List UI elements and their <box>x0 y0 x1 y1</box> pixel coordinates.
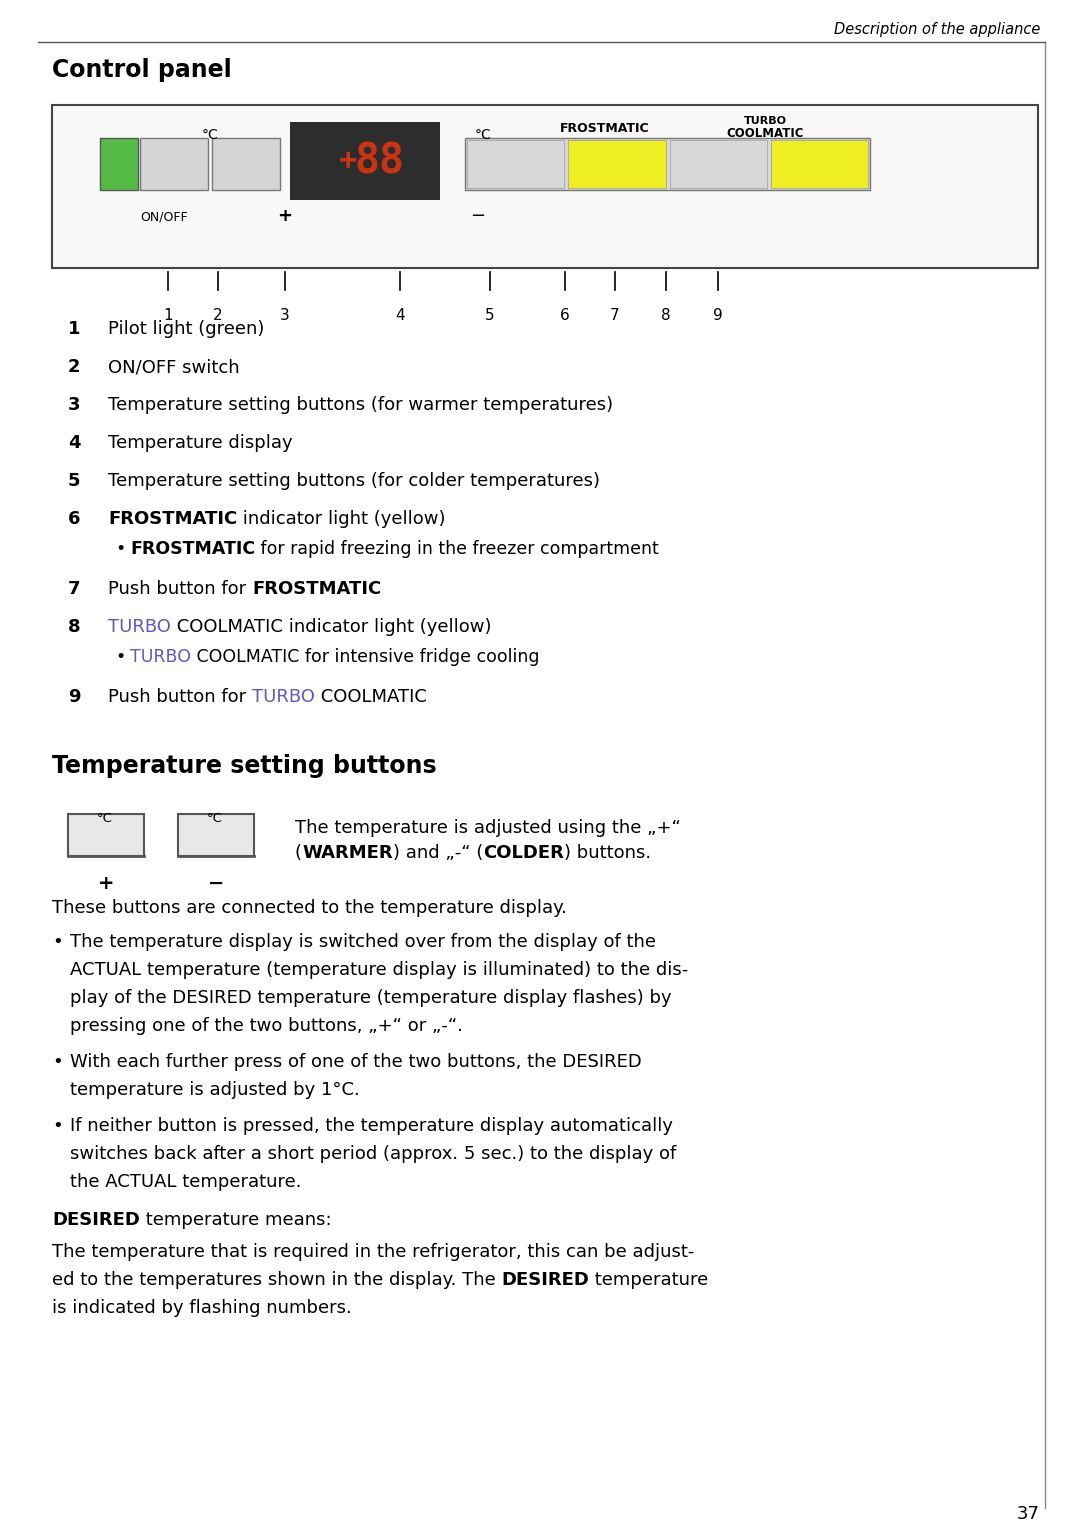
Text: temperature: temperature <box>590 1271 708 1289</box>
Bar <box>467 141 564 188</box>
Text: 88: 88 <box>354 141 404 182</box>
Text: ) buttons.: ) buttons. <box>564 844 651 862</box>
Text: COLDER: COLDER <box>483 844 564 862</box>
Text: FROSTMATIC: FROSTMATIC <box>561 122 650 135</box>
Text: The temperature is adjusted using the „+“: The temperature is adjusted using the „+… <box>295 820 680 836</box>
Text: These buttons are connected to the temperature display.: These buttons are connected to the tempe… <box>52 899 567 917</box>
Bar <box>465 138 870 190</box>
Text: TURBO: TURBO <box>130 648 191 667</box>
Bar <box>291 122 440 200</box>
Text: FROSTMATIC: FROSTMATIC <box>108 511 238 528</box>
Text: ON/OFF switch: ON/OFF switch <box>108 358 240 376</box>
Text: −: − <box>471 206 486 225</box>
Bar <box>212 138 280 190</box>
Text: −: − <box>207 875 225 893</box>
Text: °C: °C <box>202 128 218 142</box>
Text: If neither button is pressed, the temperature display automatically: If neither button is pressed, the temper… <box>70 1118 673 1135</box>
Text: temperature means:: temperature means: <box>140 1211 332 1229</box>
Text: +: + <box>98 875 114 893</box>
Bar <box>771 141 868 188</box>
Text: ACTUAL temperature (temperature display is illuminated) to the dis-: ACTUAL temperature (temperature display … <box>70 962 688 979</box>
Text: Temperature setting buttons (for colder temperatures): Temperature setting buttons (for colder … <box>108 472 600 489</box>
Text: play of the DESIRED temperature (temperature display flashes) by: play of the DESIRED temperature (tempera… <box>70 989 672 1008</box>
Text: 37: 37 <box>1017 1505 1040 1523</box>
Text: ed to the temperatures shown in the display. The: ed to the temperatures shown in the disp… <box>52 1271 501 1289</box>
Text: 8: 8 <box>661 307 671 323</box>
Text: •: • <box>52 933 63 951</box>
Text: The temperature display is switched over from the display of the: The temperature display is switched over… <box>70 933 656 951</box>
Text: temperature is adjusted by 1°C.: temperature is adjusted by 1°C. <box>70 1081 360 1099</box>
Text: 6: 6 <box>561 307 570 323</box>
Text: 2: 2 <box>213 307 222 323</box>
Text: switches back after a short period (approx. 5 sec.) to the display of: switches back after a short period (appr… <box>70 1145 676 1164</box>
Text: •: • <box>116 648 132 667</box>
Text: 9: 9 <box>713 307 723 323</box>
Text: Description of the appliance: Description of the appliance <box>834 21 1040 37</box>
Text: 1: 1 <box>68 320 81 338</box>
Text: 9: 9 <box>68 688 81 706</box>
Text: COOLMATIC for intensive fridge cooling: COOLMATIC for intensive fridge cooling <box>191 648 540 667</box>
Text: DESIRED: DESIRED <box>501 1271 590 1289</box>
Text: The temperature that is required in the refrigerator, this can be adjust-: The temperature that is required in the … <box>52 1243 694 1261</box>
Text: 8: 8 <box>68 618 81 636</box>
Text: indicator light (yellow): indicator light (yellow) <box>283 618 491 636</box>
Text: Temperature display: Temperature display <box>108 434 293 453</box>
Text: FROSTMATIC: FROSTMATIC <box>252 579 381 598</box>
Bar <box>178 813 254 856</box>
Text: With each further press of one of the two buttons, the DESIRED: With each further press of one of the tw… <box>70 1053 642 1070</box>
Text: DESIRED: DESIRED <box>52 1211 140 1229</box>
Text: Temperature setting buttons (for warmer temperatures): Temperature setting buttons (for warmer … <box>108 396 613 414</box>
Text: Control panel: Control panel <box>52 58 232 83</box>
Text: pressing one of the two buttons, „+“ or „-“.: pressing one of the two buttons, „+“ or … <box>70 1017 463 1035</box>
Text: 4: 4 <box>68 434 81 453</box>
Text: 5: 5 <box>485 307 495 323</box>
Text: 7: 7 <box>68 579 81 598</box>
Text: •: • <box>116 540 132 558</box>
FancyBboxPatch shape <box>52 106 1038 268</box>
Text: 5: 5 <box>68 472 81 489</box>
Text: Pilot light (green): Pilot light (green) <box>108 320 265 338</box>
Text: 1: 1 <box>163 307 173 323</box>
Text: TURBO: TURBO <box>252 688 314 706</box>
Text: Temperature setting buttons: Temperature setting buttons <box>52 754 436 778</box>
Text: 6: 6 <box>68 511 81 528</box>
Text: •: • <box>52 1118 63 1135</box>
Text: FROSTMATIC: FROSTMATIC <box>130 540 255 558</box>
Bar <box>670 141 767 188</box>
Text: indicator light (yellow): indicator light (yellow) <box>238 511 446 528</box>
Text: °C: °C <box>207 812 222 826</box>
Bar <box>140 138 208 190</box>
Text: ON/OFF: ON/OFF <box>140 209 188 223</box>
Text: 2: 2 <box>68 358 81 376</box>
Bar <box>68 813 144 856</box>
Text: °C: °C <box>97 812 113 826</box>
Text: °C: °C <box>475 128 491 142</box>
Text: 3: 3 <box>68 396 81 414</box>
Text: Push button for: Push button for <box>108 688 252 706</box>
Text: +: + <box>339 147 357 176</box>
Text: ) and „-“ (: ) and „-“ ( <box>393 844 483 862</box>
Text: COOLMATIC: COOLMATIC <box>314 688 427 706</box>
Text: Push button for: Push button for <box>108 579 252 598</box>
Bar <box>100 138 138 190</box>
Text: 7: 7 <box>610 307 620 323</box>
Text: for rapid freezing in the freezer compartment: for rapid freezing in the freezer compar… <box>255 540 659 558</box>
Text: TURBO: TURBO <box>743 116 786 125</box>
Text: +: + <box>278 206 293 225</box>
Text: •: • <box>52 1053 63 1070</box>
Text: is indicated by flashing numbers.: is indicated by flashing numbers. <box>52 1300 352 1316</box>
Text: COOLMATIC: COOLMATIC <box>726 127 804 141</box>
Text: (: ( <box>295 844 302 862</box>
Text: TURBO: TURBO <box>108 618 171 636</box>
Text: WARMER: WARMER <box>302 844 393 862</box>
Text: 3: 3 <box>280 307 289 323</box>
Bar <box>568 141 665 188</box>
Text: 4: 4 <box>395 307 405 323</box>
Text: the ACTUAL temperature.: the ACTUAL temperature. <box>70 1173 301 1191</box>
Text: COOLMATIC: COOLMATIC <box>171 618 283 636</box>
